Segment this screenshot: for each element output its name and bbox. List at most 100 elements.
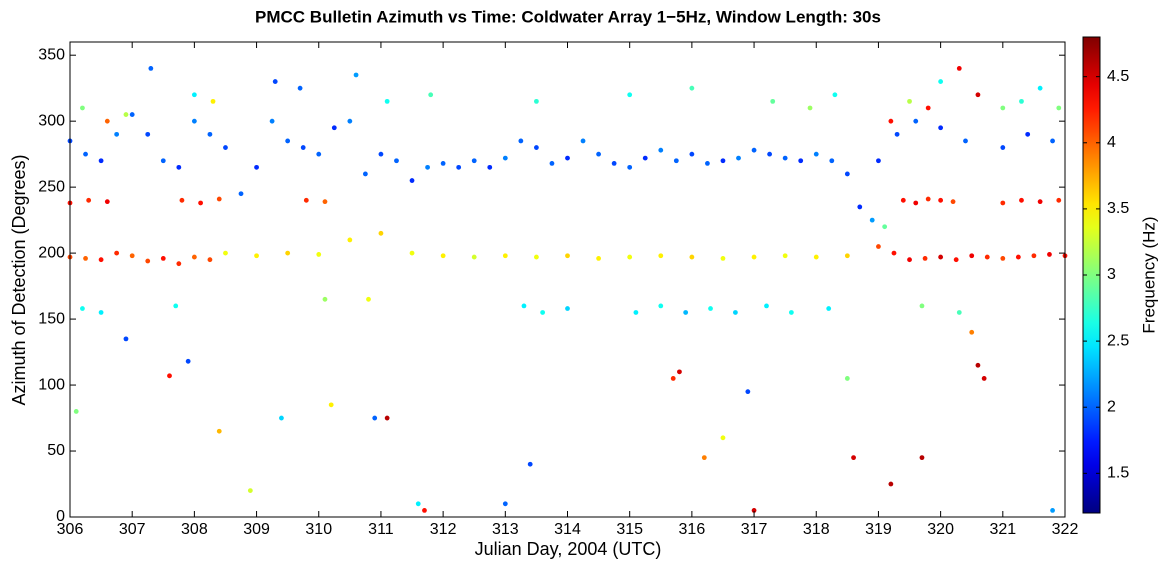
data-point bbox=[673, 158, 679, 164]
colorbar-tick-label: 1.5 bbox=[1107, 465, 1129, 482]
data-point bbox=[384, 415, 390, 421]
data-point bbox=[888, 481, 894, 487]
data-point bbox=[527, 461, 533, 467]
data-point bbox=[844, 171, 850, 177]
data-point bbox=[425, 164, 430, 170]
data-point bbox=[938, 79, 944, 84]
data-point bbox=[969, 329, 975, 335]
data-point bbox=[720, 158, 726, 164]
data-point bbox=[658, 253, 664, 259]
data-point bbox=[764, 303, 769, 309]
data-point bbox=[254, 164, 259, 170]
data-point bbox=[720, 255, 726, 261]
data-point bbox=[565, 155, 570, 161]
data-point bbox=[129, 112, 135, 117]
data-point bbox=[1000, 200, 1006, 206]
y-tick-label: 150 bbox=[38, 310, 65, 327]
x-axis-label: Julian Day, 2004 (UTC) bbox=[475, 539, 662, 559]
data-point bbox=[938, 125, 944, 131]
data-point bbox=[891, 250, 897, 256]
data-point bbox=[956, 310, 962, 315]
data-point bbox=[882, 224, 888, 230]
data-point bbox=[981, 376, 987, 381]
data-point bbox=[956, 65, 962, 71]
data-point bbox=[565, 253, 570, 259]
data-point bbox=[272, 79, 278, 84]
data-point bbox=[1025, 131, 1031, 137]
data-point bbox=[876, 158, 881, 164]
data-point bbox=[114, 250, 120, 256]
data-point bbox=[876, 244, 881, 249]
y-axis-label: Azimuth of Detection (Degrees) bbox=[9, 154, 29, 405]
data-point bbox=[689, 151, 695, 157]
data-point bbox=[534, 98, 539, 104]
x-tick-label: 309 bbox=[243, 521, 270, 538]
data-point bbox=[907, 98, 912, 104]
data-point bbox=[807, 105, 813, 111]
data-point bbox=[279, 415, 284, 421]
data-point bbox=[938, 197, 944, 203]
data-point bbox=[98, 257, 104, 263]
x-tick-label: 312 bbox=[430, 521, 457, 538]
data-point bbox=[104, 199, 110, 205]
x-tick-label: 306 bbox=[57, 521, 84, 538]
data-point bbox=[922, 255, 928, 261]
data-point bbox=[114, 131, 120, 137]
data-point bbox=[720, 435, 726, 441]
data-point bbox=[919, 303, 925, 309]
data-point bbox=[705, 160, 710, 166]
data-point bbox=[782, 155, 788, 161]
data-point bbox=[456, 164, 462, 170]
data-point bbox=[347, 118, 353, 124]
data-point bbox=[409, 250, 415, 256]
colorbar-tick-label: 3.5 bbox=[1107, 200, 1129, 217]
data-point bbox=[471, 254, 477, 260]
chart-title: PMCC Bulletin Azimuth vs Time: Coldwater… bbox=[255, 7, 881, 26]
data-point bbox=[633, 310, 639, 315]
data-point bbox=[627, 254, 633, 260]
data-point bbox=[844, 253, 850, 259]
data-point bbox=[677, 369, 682, 375]
data-point bbox=[247, 488, 253, 494]
data-point bbox=[191, 118, 197, 124]
data-point bbox=[913, 200, 919, 206]
x-tick-label: 322 bbox=[1052, 521, 1079, 538]
data-point bbox=[770, 98, 776, 104]
data-point bbox=[145, 131, 151, 137]
data-point bbox=[207, 131, 213, 137]
x-tick-label: 318 bbox=[803, 521, 830, 538]
data-point bbox=[86, 197, 92, 203]
data-point bbox=[269, 118, 275, 124]
data-point bbox=[950, 199, 956, 205]
data-point bbox=[782, 253, 788, 259]
data-point bbox=[148, 65, 154, 71]
data-point bbox=[851, 455, 856, 461]
x-tick-label: 321 bbox=[989, 521, 1016, 538]
data-point bbox=[487, 164, 493, 170]
data-point bbox=[129, 253, 135, 259]
data-point bbox=[751, 508, 757, 513]
data-point bbox=[378, 230, 384, 236]
data-point bbox=[549, 160, 555, 166]
data-point bbox=[366, 296, 371, 302]
data-point bbox=[173, 303, 179, 309]
data-point bbox=[300, 145, 306, 150]
data-point bbox=[925, 105, 931, 111]
y-tick-label: 200 bbox=[38, 244, 65, 261]
data-point bbox=[378, 151, 384, 157]
data-point bbox=[145, 258, 151, 264]
data-point bbox=[1000, 105, 1006, 111]
x-tick-label: 320 bbox=[927, 521, 954, 538]
data-point bbox=[913, 118, 919, 124]
data-point bbox=[938, 254, 944, 260]
colorbar-tick-label: 2.5 bbox=[1107, 332, 1129, 349]
data-point bbox=[580, 138, 586, 144]
data-point bbox=[167, 373, 172, 379]
data-point bbox=[471, 158, 477, 164]
data-point bbox=[1031, 253, 1037, 259]
data-point bbox=[1056, 197, 1062, 203]
data-point bbox=[925, 196, 931, 202]
data-point bbox=[1037, 85, 1043, 91]
y-tick-label: 50 bbox=[47, 442, 65, 459]
